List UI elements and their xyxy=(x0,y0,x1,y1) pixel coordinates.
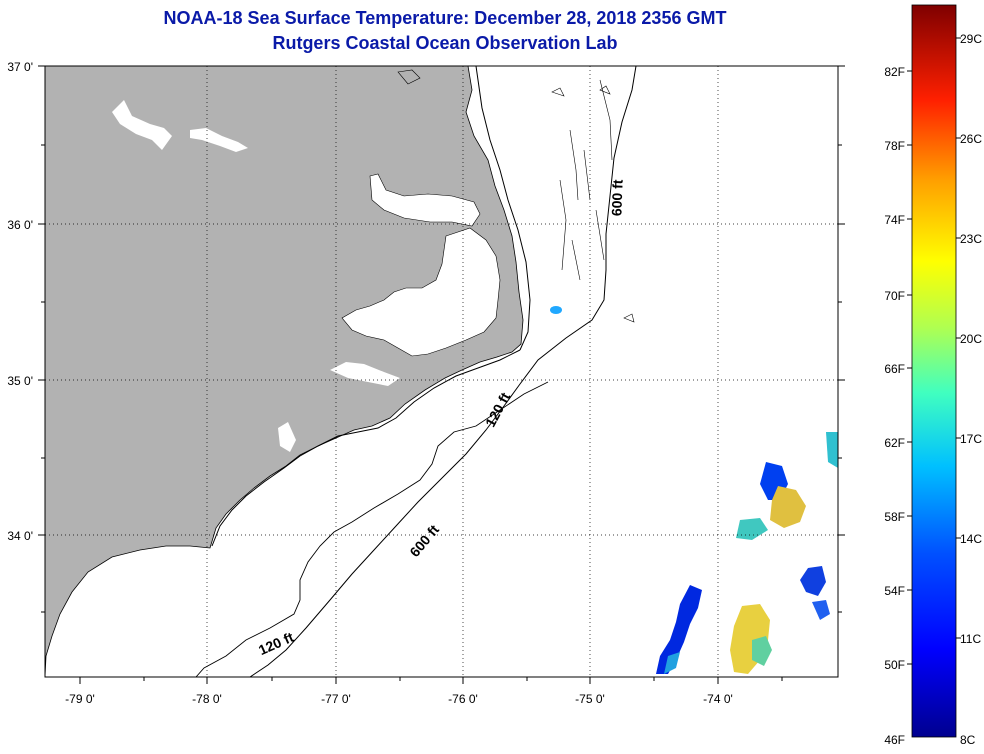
colorbar-f-label: 62F xyxy=(884,436,905,450)
map-frame xyxy=(44,65,839,678)
colorbar-f-labels: 82F 78F 74F 70F 66F 62F 58F 54F 50F 46F xyxy=(884,65,905,747)
colorbar-c-label: 8C xyxy=(960,733,976,747)
sst-patch-small xyxy=(550,306,562,314)
sst-patch-west xyxy=(656,585,702,674)
lon-label: -75 0' xyxy=(575,692,605,706)
lat-label: 36 0' xyxy=(7,218,33,232)
colorbar-c-label: 23C xyxy=(960,232,982,246)
lat-label: 37 0' xyxy=(7,60,33,74)
colorbar-f-label: 70F xyxy=(884,289,905,303)
colorbar-c-label: 20C xyxy=(960,332,982,346)
shelf-break-islands xyxy=(397,69,635,323)
colorbar-f-ticks xyxy=(907,37,961,665)
albemarle-sound xyxy=(369,173,481,227)
isobath-600ft xyxy=(249,66,637,677)
sst-patch-east-small xyxy=(812,600,830,620)
shoal-lines xyxy=(559,79,613,281)
inland-lake-1 xyxy=(112,100,172,150)
sst-patch-west-edge xyxy=(664,652,680,674)
sst-patch-center-cool xyxy=(736,518,768,540)
cape-fear-estuary xyxy=(278,422,296,452)
colorbar-c-labels: 29C 26C 23C 20C 17C 14C 11C 8C xyxy=(960,32,982,747)
colorbar-f-label: 54F xyxy=(884,584,905,598)
colorbar-c-label: 17C xyxy=(960,432,982,446)
lon-label: -78 0' xyxy=(192,692,222,706)
colorbar-f-label: 46F xyxy=(884,733,905,747)
neuse-river xyxy=(330,362,400,386)
colorbar-c-label: 11C xyxy=(960,632,981,646)
colorbar-f-label: 82F xyxy=(884,65,905,79)
latitude-labels: 37 0' 36 0' 35 0' 34 0' xyxy=(7,60,33,543)
pamlico-sound xyxy=(341,227,501,357)
lon-label: -79 0' xyxy=(65,692,95,706)
colorbar-c-label: 29C xyxy=(960,32,982,46)
outer-banks xyxy=(475,66,531,351)
lon-label: -74 0' xyxy=(703,692,733,706)
sst-patch-edge xyxy=(826,432,838,468)
contour-label-600ft-north: 600 ft xyxy=(608,179,625,216)
colorbar-gradient xyxy=(911,4,957,738)
lon-label: -77 0' xyxy=(321,692,351,706)
colorbar-f-label: 66F xyxy=(884,362,905,376)
colorbar-f-label: 78F xyxy=(884,139,905,153)
map-subtitle: Rutgers Coastal Ocean Observation Lab xyxy=(272,33,618,53)
longitude-labels: -79 0' -78 0' -77 0' -76 0' -75 0' -74 0… xyxy=(65,692,733,706)
graticule xyxy=(45,66,838,677)
colorbar-c-label: 14C xyxy=(960,532,982,546)
title-block: NOAA-18 Sea Surface Temperature: Decembe… xyxy=(0,6,890,56)
lon-label: -76 0' xyxy=(448,692,478,706)
sst-patch-east xyxy=(800,566,826,596)
inland-lake-2 xyxy=(190,128,248,152)
sst-patches xyxy=(550,306,838,674)
land-mass xyxy=(45,66,524,677)
isobath-120ft xyxy=(195,381,549,677)
map-title: NOAA-18 Sea Surface Temperature: Decembe… xyxy=(163,8,727,28)
colorbar-f-label: 74F xyxy=(884,213,905,227)
colorbar-c-label: 26C xyxy=(960,132,982,146)
sst-patch-south-cool xyxy=(752,636,772,666)
barrier-coast xyxy=(211,349,521,547)
sst-patch-center-warm xyxy=(770,486,806,528)
lat-label: 35 0' xyxy=(7,374,33,388)
colorbar-f-label: 58F xyxy=(884,510,905,524)
lat-label: 34 0' xyxy=(7,529,33,543)
colorbar: 82F 78F 74F 70F 66F 62F 58F 54F 50F 46F … xyxy=(884,4,982,747)
map-ticks xyxy=(38,65,845,684)
colorbar-f-label: 50F xyxy=(884,658,905,672)
